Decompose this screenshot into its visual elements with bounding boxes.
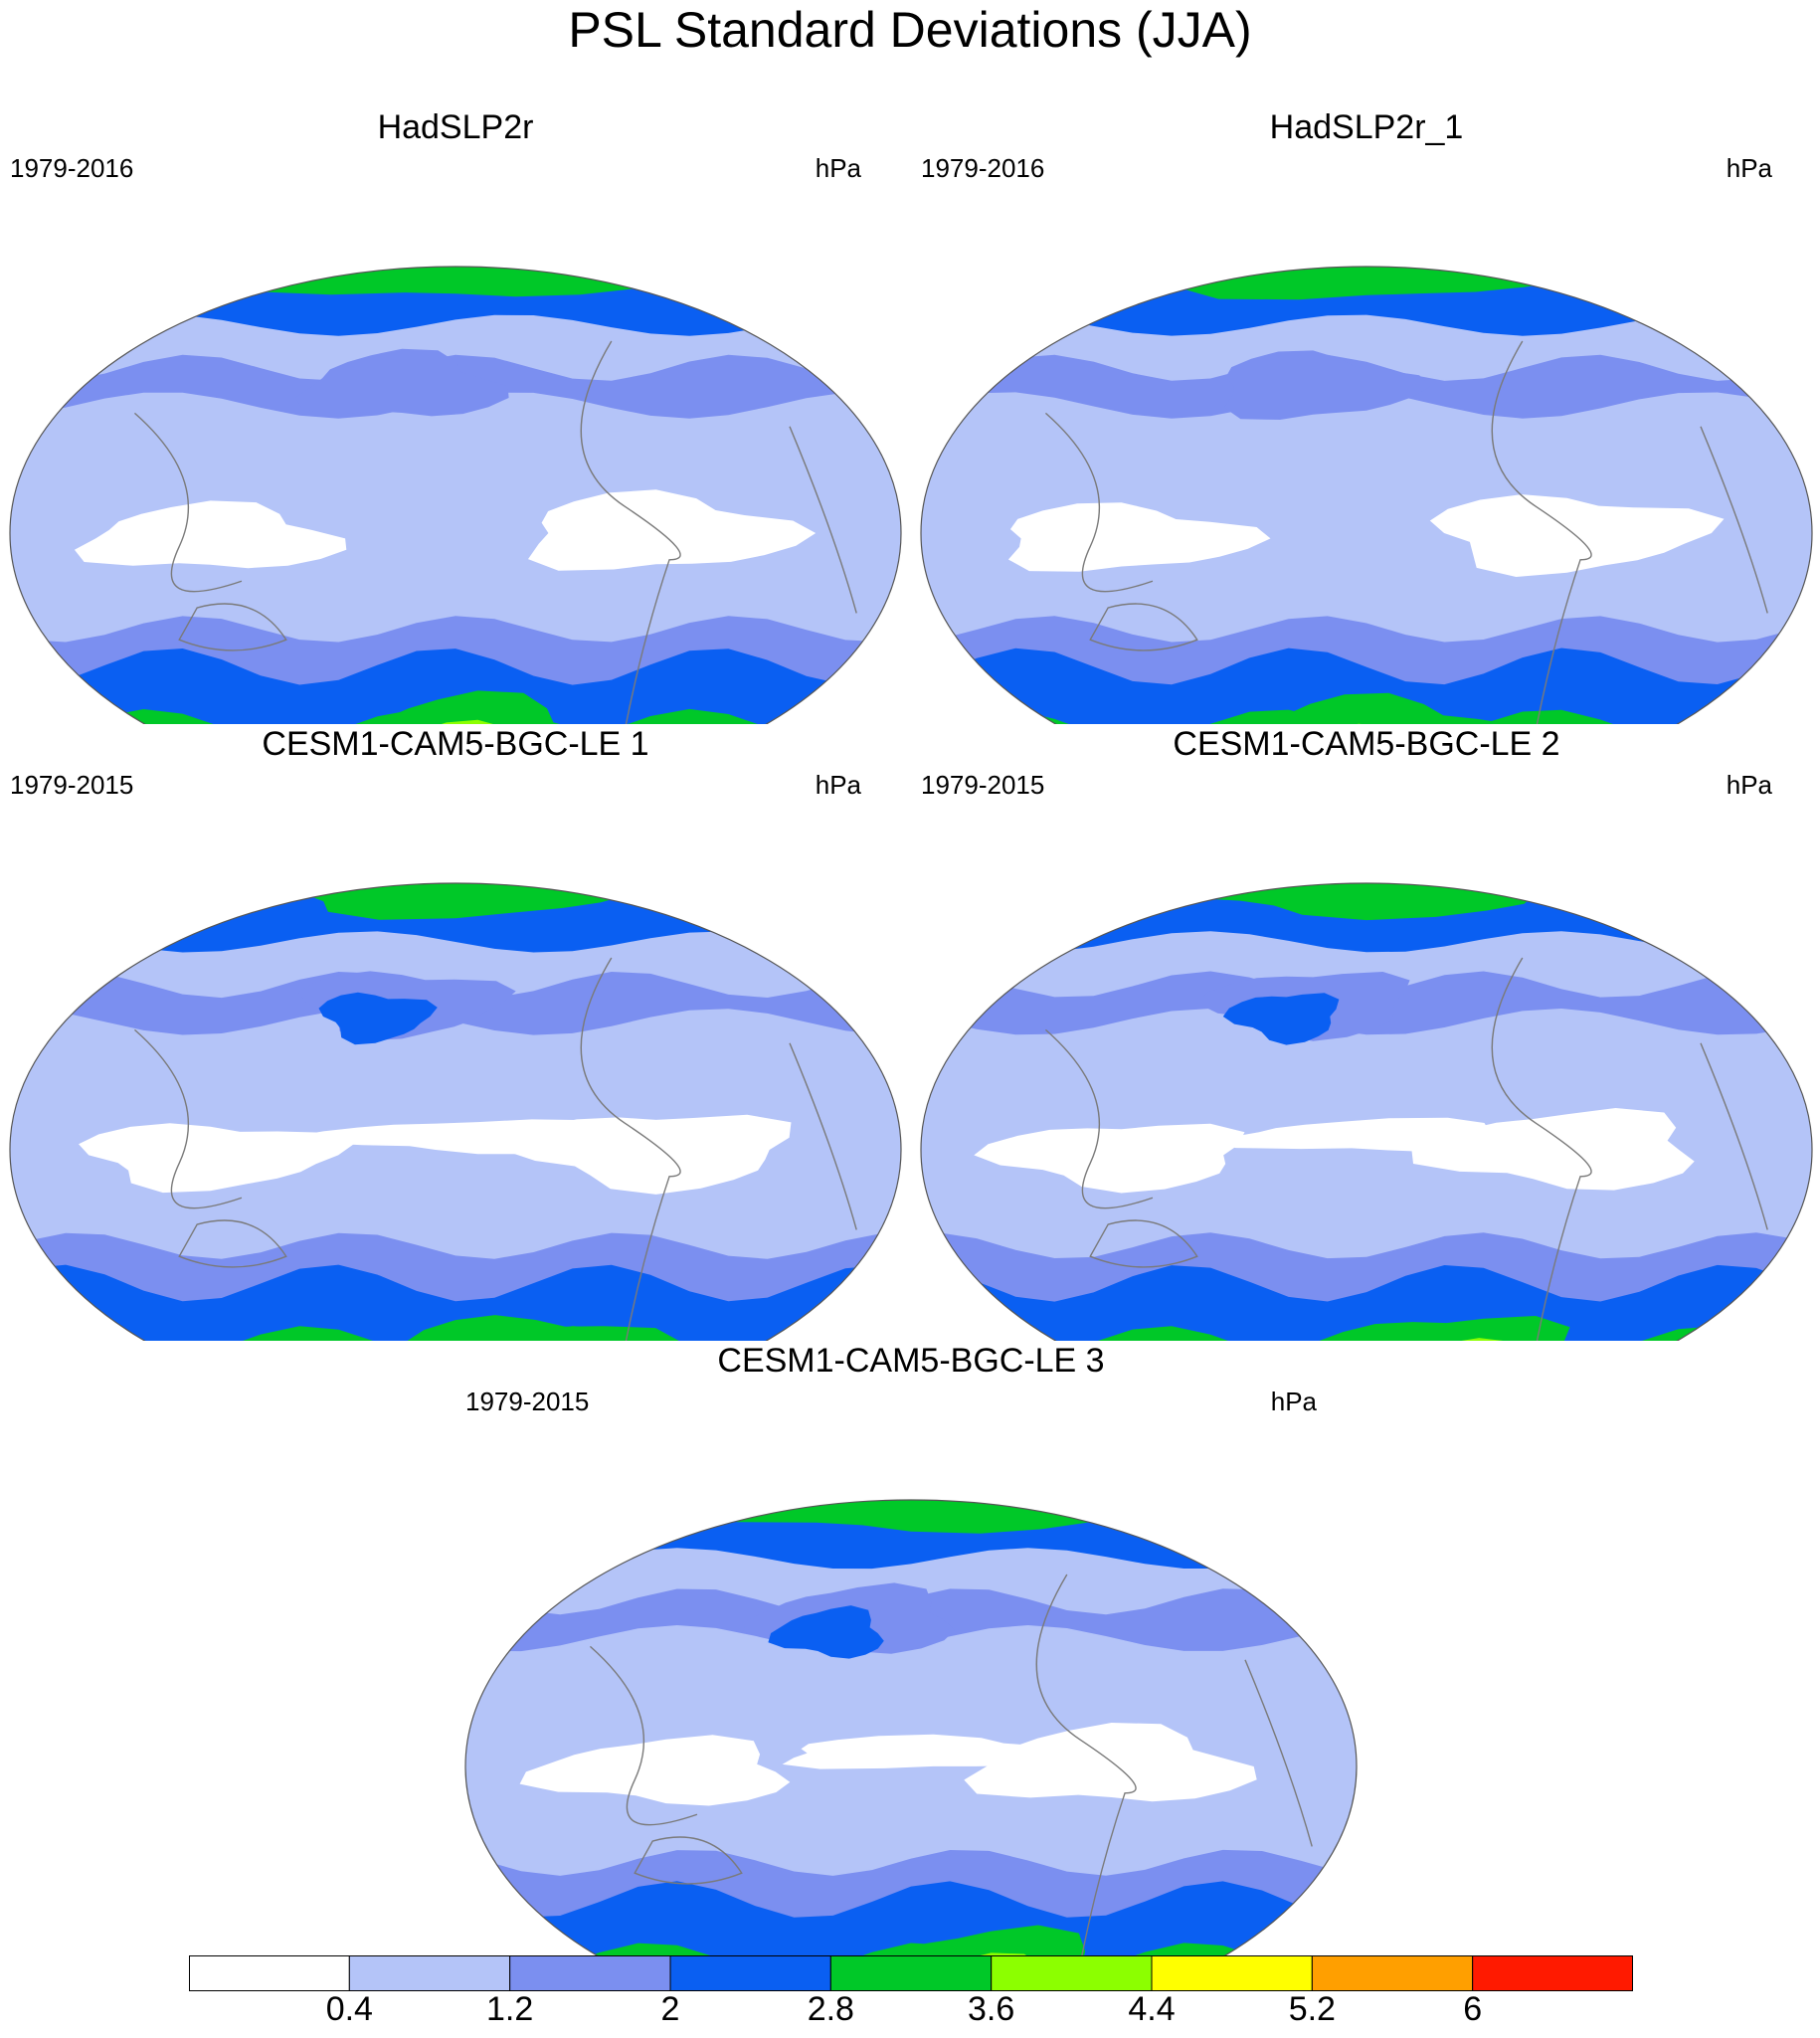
colorbar-swatch [189, 1955, 350, 1991]
contour-fill [237, 267, 674, 297]
contour-map [9, 266, 902, 724]
panel-period: 1979-2015 [10, 770, 134, 800]
colorbar-tick-label: 2.8 [807, 1990, 854, 2028]
colorbar-tick-label: 5.2 [1288, 1990, 1336, 2028]
panel-units: hPa [1726, 770, 1772, 800]
panel-title: HadSLP2r [377, 108, 534, 146]
contour-fill [921, 1264, 1812, 1341]
panel-period: 1979-2016 [921, 153, 1045, 183]
map-panel: HadSLP2r 1979-2016 hPa [0, 107, 911, 724]
contour-fill [292, 1119, 621, 1155]
contour-map [920, 882, 1813, 1341]
colorbar-tick-label: 2 [660, 1990, 680, 2028]
panel-title: CESM1-CAM5-BGC-LE 3 [717, 1342, 1105, 1380]
coastlines [133, 957, 857, 1341]
contour-fill [964, 1723, 1257, 1802]
contour-fill [10, 1264, 901, 1341]
colorbar [189, 1955, 1633, 1991]
contour-fill [844, 1925, 1116, 1957]
map-panel: HadSLP2r_1 1979-2016 hPa [911, 107, 1820, 724]
contour-fill [519, 1735, 791, 1806]
map-border [464, 1499, 1358, 1957]
contour-map [9, 882, 902, 1341]
colorbar-tick-label: 0.4 [325, 1990, 373, 2028]
panel-title: HadSLP2r_1 [1269, 108, 1464, 146]
panel-period: 1979-2015 [921, 770, 1045, 800]
contour-fill [79, 1123, 356, 1194]
coastlines [1044, 340, 1768, 724]
contour-fill [465, 1881, 1357, 1957]
contour-fill [768, 1605, 884, 1659]
map-panel: CESM1-CAM5-BGC-LE 3 1979-2015 hPa [455, 1341, 1366, 1957]
contour-fill [1429, 494, 1725, 577]
coastlines [133, 340, 857, 724]
map-border [9, 266, 902, 724]
colorbar-swatch [1472, 1955, 1633, 1991]
contour-fill [782, 1734, 1120, 1769]
colorbar-tick-label: 4.4 [1128, 1990, 1176, 2028]
contour-fill [1299, 1316, 1570, 1341]
map-border [9, 882, 902, 1341]
contour-fill [294, 348, 509, 417]
contour-fill [1275, 692, 1539, 724]
colorbar-swatch [669, 1955, 831, 1991]
panel-title: CESM1-CAM5-BGC-LE 1 [262, 725, 649, 763]
colorbar-swatch [509, 1955, 671, 1991]
contour-fill [921, 648, 1812, 724]
contour-fill [675, 1500, 1111, 1534]
panel-units: hPa [1726, 153, 1772, 183]
contour-fill [528, 489, 817, 571]
map-panel: CESM1-CAM5-BGC-LE 1 1979-2015 hPa [0, 724, 911, 1341]
contour-fill [74, 500, 347, 569]
contour-fill [1129, 883, 1565, 921]
colorbar-tick-label: 1.2 [486, 1990, 534, 2028]
colorbar-swatch [991, 1955, 1153, 1991]
coastlines [1044, 957, 1768, 1341]
panel-period: 1979-2015 [465, 1387, 590, 1416]
colorbar-swatch [829, 1955, 993, 1991]
map-border [920, 882, 1813, 1341]
contour-fill [1223, 350, 1430, 420]
map-panel: CESM1-CAM5-BGC-LE 2 1979-2015 hPa [911, 724, 1820, 1341]
contour-fill [243, 883, 688, 920]
contour-fill [318, 992, 438, 1045]
panel-period: 1979-2016 [10, 153, 134, 183]
panel-units: hPa [815, 153, 861, 183]
coastlines [589, 1574, 1313, 1957]
contour-map [464, 1499, 1358, 1957]
contour-fill [1222, 993, 1340, 1045]
contour-fill [341, 690, 615, 724]
contour-fill [974, 1123, 1245, 1194]
colorbar-swatch [1151, 1955, 1313, 1991]
contour-fill [1007, 502, 1271, 572]
colorbar-tick-label: 6 [1463, 1990, 1483, 2028]
contour-fill [404, 1315, 681, 1341]
contour-map [920, 266, 1813, 724]
panel-title: CESM1-CAM5-BGC-LE 2 [1173, 725, 1560, 763]
figure-title: PSL Standard Deviations (JJA) [568, 2, 1252, 58]
panel-units: hPa [815, 770, 861, 800]
colorbar-swatch [1311, 1955, 1474, 1991]
colorbar-tick-label: 3.6 [968, 1990, 1015, 2028]
contour-fill [1209, 1117, 1556, 1153]
colorbar-frame [189, 1955, 1633, 1991]
colorbar-swatch [348, 1955, 511, 1991]
map-border [920, 266, 1813, 724]
contour-fill [1184, 267, 1606, 300]
panel-units: hPa [1270, 1387, 1317, 1416]
